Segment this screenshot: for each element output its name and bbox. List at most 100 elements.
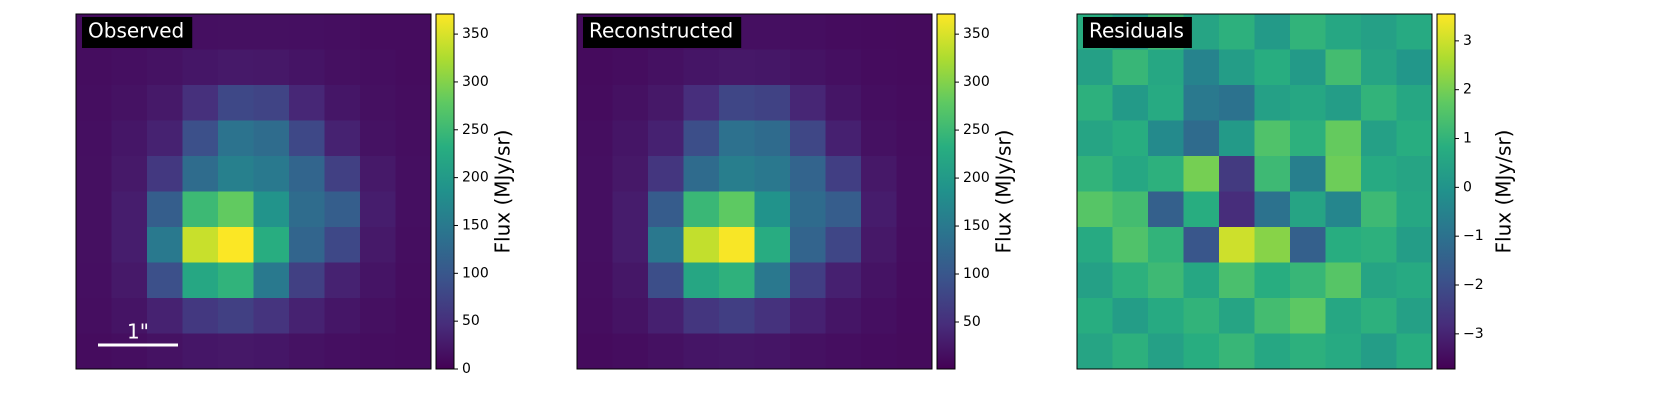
heatmap-cell — [577, 120, 613, 157]
heatmap-cell — [612, 120, 649, 157]
heatmap-cell — [253, 191, 290, 228]
heatmap-cell — [218, 120, 254, 157]
plot-frame — [576, 13, 933, 370]
heatmap-cell — [612, 49, 649, 86]
heatmap-cell — [324, 156, 361, 192]
heatmap-cell — [324, 14, 361, 50]
title-box — [583, 17, 742, 48]
heatmap-cell — [1396, 120, 1433, 157]
heatmap-cell — [683, 85, 720, 121]
plot-frame — [1076, 13, 1433, 370]
heatmap-cell — [648, 156, 684, 192]
heatmap-cell — [896, 14, 933, 50]
heatmap-cell — [1290, 156, 1326, 192]
heatmap-cell — [896, 333, 933, 370]
colorbar-tick-label: 200 — [462, 170, 489, 186]
heatmap-cell — [1361, 227, 1397, 263]
heatmap-cell — [1396, 191, 1433, 228]
heatmap-cell — [1396, 49, 1433, 86]
heatmap-cell — [1325, 156, 1362, 192]
heatmap-cell — [612, 333, 649, 370]
heatmap-cell — [683, 49, 720, 86]
heatmap-cell — [683, 262, 720, 299]
heatmap-cell — [1290, 14, 1326, 50]
heatmap-cell — [683, 120, 720, 157]
heatmap-cell — [1361, 14, 1397, 50]
colorbar-tick-label: 0 — [1463, 179, 1472, 195]
heatmap-cell — [147, 85, 183, 121]
heatmap-cell — [182, 191, 219, 228]
heatmap-cell — [1148, 49, 1184, 86]
heatmap-cell — [825, 120, 862, 157]
heatmap-cell — [1325, 333, 1362, 370]
heatmap-cell — [324, 49, 361, 86]
heatmap-cell — [683, 191, 720, 228]
heatmap-cell — [253, 156, 290, 192]
heatmap-cell — [896, 156, 933, 192]
title-box — [82, 17, 193, 48]
heatmap-cell — [1077, 262, 1113, 299]
heatmap-cell — [218, 49, 254, 86]
heatmap-cell — [182, 120, 219, 157]
heatmap-cell — [1183, 227, 1220, 263]
colorbar — [1436, 13, 1456, 370]
heatmap-cell — [1254, 298, 1291, 334]
heatmap-cell — [218, 156, 254, 192]
heatmap-cell — [754, 333, 791, 370]
heatmap-cell — [182, 333, 219, 370]
heatmap-cell — [1325, 191, 1362, 228]
heatmap-cell — [1219, 333, 1255, 370]
heatmap-cell — [754, 156, 791, 192]
heatmap-cell — [1254, 85, 1291, 121]
heatmap-cell — [1325, 85, 1362, 121]
heatmap-cell — [1290, 333, 1326, 370]
heatmap-cell — [1361, 156, 1397, 192]
heatmap-cell — [360, 14, 396, 50]
heatmap-cell — [790, 227, 826, 263]
colorbar-tick-label: 250 — [963, 122, 990, 138]
heatmap-cell — [360, 227, 396, 263]
heatmap-cell — [147, 49, 183, 86]
panel-title: Residuals — [1089, 19, 1184, 43]
heatmap-cell — [648, 49, 684, 86]
heatmap-cell — [1112, 262, 1149, 299]
heatmap-cell — [825, 262, 862, 299]
heatmap-cell — [719, 49, 755, 86]
colorbar-tick-label: 300 — [963, 74, 990, 90]
heatmap-cell — [577, 191, 613, 228]
heatmap-cell — [790, 85, 826, 121]
heatmap-cell — [896, 85, 933, 121]
heatmap-cell — [1396, 14, 1433, 50]
heatmap-cell — [1361, 120, 1397, 157]
heatmap-cell — [218, 85, 254, 121]
colorbar-tick-label: 100 — [462, 265, 489, 281]
heatmap-cell — [1325, 262, 1362, 299]
colorbar-tick-label: −3 — [1463, 326, 1484, 342]
heatmap-cell — [896, 262, 933, 299]
heatmap-cell — [1183, 298, 1220, 334]
heatmap-cell — [1396, 333, 1433, 370]
heatmap-cell — [182, 227, 219, 263]
heatmap-cell — [111, 227, 148, 263]
heatmap-cell — [360, 85, 396, 121]
heatmap-cell — [360, 49, 396, 86]
heatmap-cell — [76, 333, 112, 370]
heatmap-cell — [1077, 298, 1113, 334]
heatmap-cell — [76, 191, 112, 228]
heatmap-cell — [253, 227, 290, 263]
heatmap-cell — [1112, 298, 1149, 334]
heatmap-cell — [719, 191, 755, 228]
heatmap-cell — [289, 156, 325, 192]
heatmap-cell — [289, 333, 325, 370]
heatmap-cell — [1396, 298, 1433, 334]
heatmap-cell — [1112, 333, 1149, 370]
heatmap-cell — [1254, 227, 1291, 263]
colorbar-tick-label: 300 — [462, 74, 489, 90]
panel-title: Observed — [88, 19, 184, 43]
heatmap-cell — [825, 14, 862, 50]
heatmap-cell — [896, 191, 933, 228]
heatmap-cell — [1325, 298, 1362, 334]
heatmap-cell — [395, 262, 432, 299]
heatmap-cell — [111, 262, 148, 299]
